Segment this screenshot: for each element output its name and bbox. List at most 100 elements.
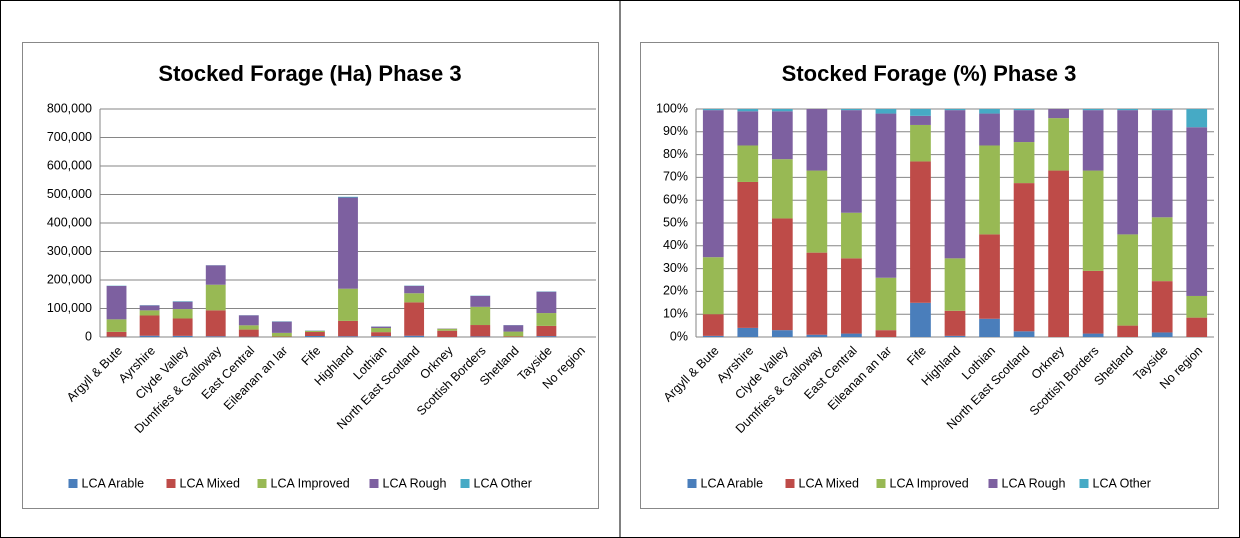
bar-segment <box>979 109 1000 114</box>
legend-swatch <box>1079 479 1089 488</box>
bar-segment <box>503 331 524 337</box>
bar-segment <box>503 325 524 332</box>
bar-segment <box>172 309 193 319</box>
bar-segment <box>875 330 897 337</box>
bar-segment <box>875 277 897 331</box>
bar-segment <box>1013 183 1035 332</box>
bar-segment <box>1013 331 1035 337</box>
legend-swatch <box>785 479 795 488</box>
y-tick-label: 0% <box>670 329 688 343</box>
bar-segment <box>1186 127 1208 296</box>
bar-segment <box>371 336 391 337</box>
bar-segment <box>338 197 358 289</box>
bar-segment <box>1013 110 1035 143</box>
bar-segment <box>404 293 425 303</box>
bar-segment <box>371 332 391 337</box>
bar-segment <box>806 109 828 171</box>
bar-segment <box>404 335 425 337</box>
bar-segment <box>737 109 759 112</box>
bar-segment <box>979 145 1000 235</box>
bar-segment <box>910 302 931 337</box>
bar-segment <box>238 325 259 330</box>
bar-segment <box>338 336 358 337</box>
bar-segment <box>139 310 160 316</box>
bar-segment <box>1082 170 1104 271</box>
bar-segment <box>470 336 491 337</box>
y-tick-label: 50% <box>663 215 688 229</box>
bar-segment <box>771 330 793 337</box>
y-tick-label: 30% <box>663 261 688 275</box>
y-tick-label: 60% <box>663 192 688 206</box>
legend-label: LCA Rough <box>383 476 447 490</box>
legend-swatch <box>257 479 267 488</box>
bar-segment <box>737 181 759 328</box>
bar-segment <box>910 161 931 303</box>
bar-segment <box>470 306 491 326</box>
bar-segment <box>205 265 226 285</box>
bar-segment <box>470 295 491 307</box>
bar-segment <box>1082 270 1104 334</box>
bar-segment <box>806 252 828 335</box>
bar-segment <box>106 285 127 320</box>
bar-segment <box>271 321 292 333</box>
bar-segment <box>841 258 862 334</box>
bar-segment <box>944 258 966 311</box>
bar-segment <box>979 113 1000 146</box>
bar-segment <box>841 110 862 213</box>
bar-segment <box>944 335 966 337</box>
bar-segment <box>172 301 193 310</box>
legend-label: LCA Arable <box>82 476 145 490</box>
y-tick-label: 400,000 <box>47 215 92 229</box>
bar-segment <box>338 320 358 337</box>
legend-label: LCA Arable <box>701 476 764 490</box>
bar-segment <box>305 336 325 337</box>
y-tick-label: 800,000 <box>47 101 92 115</box>
bar-segment <box>205 310 226 337</box>
bar-segment <box>1013 142 1035 184</box>
bar-segment <box>338 196 358 198</box>
y-tick-label: 40% <box>663 238 688 252</box>
y-tick-label: 100% <box>656 101 688 115</box>
bar-segment <box>806 170 828 253</box>
chart-title: Stocked Forage (%) Phase 3 <box>782 61 1077 86</box>
y-tick-label: 0 <box>85 329 92 343</box>
bar-segment <box>139 305 160 311</box>
bar-segment <box>503 336 524 337</box>
bar-segment <box>1117 234 1139 326</box>
bar-segment <box>139 335 160 337</box>
bar-segment <box>875 109 897 114</box>
bar-segment <box>771 218 793 331</box>
bar-segment <box>536 313 557 326</box>
bar-segment <box>1151 281 1173 333</box>
bar-segment <box>702 335 724 337</box>
legend-label: LCA Other <box>1093 476 1151 490</box>
y-tick-label: 20% <box>663 284 688 298</box>
legend-label: LCA Mixed <box>799 476 859 490</box>
y-tick-label: 500,000 <box>47 187 92 201</box>
bar-segment <box>1082 333 1104 337</box>
bar-segment <box>702 109 724 111</box>
bar-segment <box>737 111 759 146</box>
bar-segment <box>702 314 724 336</box>
bar-segment <box>910 124 931 162</box>
legend-swatch <box>876 479 886 488</box>
bar-segment <box>875 113 897 278</box>
bar-segment <box>536 291 557 314</box>
bar-segment <box>1186 109 1208 128</box>
bar-segment <box>771 109 793 112</box>
bar-segment <box>271 332 292 337</box>
bar-segment <box>979 318 1000 337</box>
bar-segment <box>841 333 862 337</box>
legend-swatch <box>68 479 78 488</box>
bar-segment <box>437 328 458 331</box>
bar-segment <box>536 325 557 337</box>
bar-segment <box>305 330 325 333</box>
bar-segment <box>238 315 259 326</box>
bar-segment <box>1048 170 1069 337</box>
y-tick-label: 700,000 <box>47 130 92 144</box>
legend-label: LCA Mixed <box>180 476 240 490</box>
legend-swatch <box>687 479 697 488</box>
legend-label: LCA Other <box>474 476 532 490</box>
legend-swatch <box>988 479 998 488</box>
y-tick-label: 90% <box>663 124 688 138</box>
